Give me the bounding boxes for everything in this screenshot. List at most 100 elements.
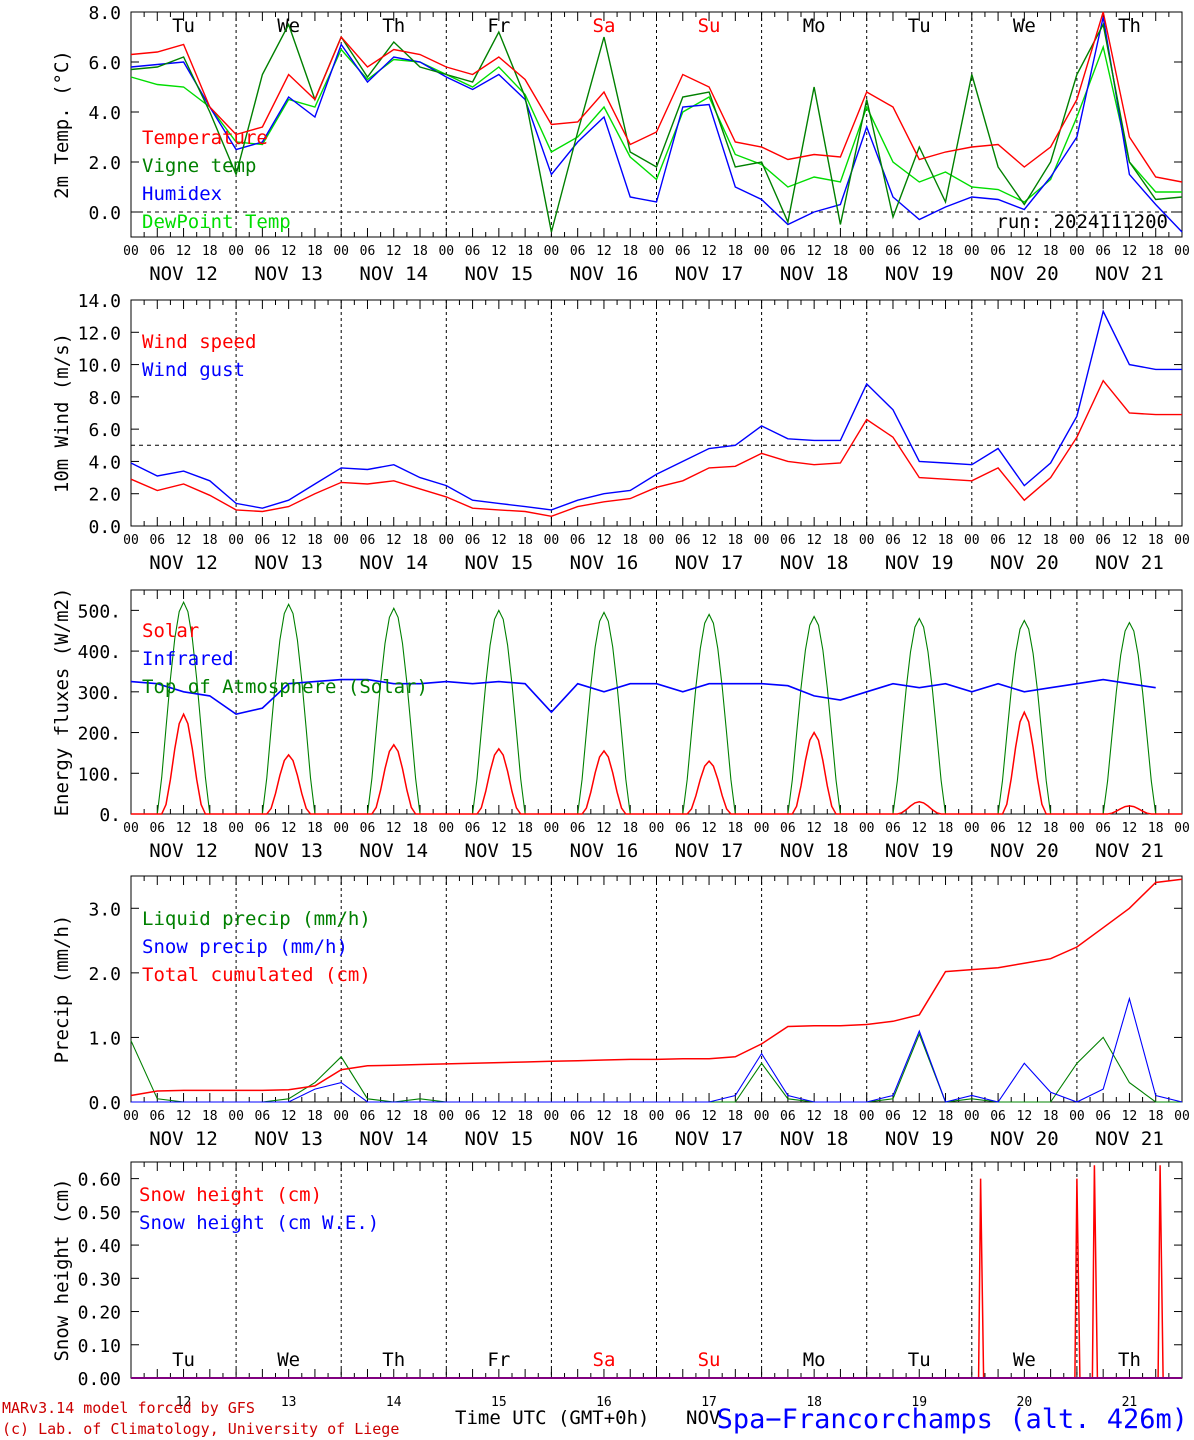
legend-entry: Top of Atmosphere (Solar) [142,676,428,698]
date-label: NOV 15 [465,263,534,285]
hour-tick-label: 12 [596,1109,612,1124]
hour-tick-label: 00 [964,533,980,548]
hour-tick-label: 06 [885,533,901,548]
date-label: NOV 14 [359,840,428,862]
hour-tick-label: 00 [438,533,454,548]
y-axis-label: Precip (mm/h) [51,915,73,1064]
legend-entry: Snow precip (mm/h) [142,936,348,958]
legend-entry: DewPoint Temp [142,211,291,233]
date-label: NOV 13 [254,552,323,574]
hour-tick-label: 18 [727,821,743,836]
y-tick-label: 10.0 [78,356,121,377]
hour-tick-label: 12 [176,1109,192,1124]
series-line [130,11,1183,183]
series-line [130,878,1183,1097]
hour-tick-label: 18 [938,244,954,259]
hour-tick-label: 18 [727,244,743,259]
y-tick-label: 0.0 [88,1093,121,1114]
day-name-label: Th [382,15,405,37]
hour-tick-label: 06 [885,821,901,836]
y-tick-label: 0.30 [78,1269,121,1290]
hour-tick-label: 06 [255,821,271,836]
hour-tick-label: 06 [990,244,1006,259]
y-tick-label: 400. [78,642,121,663]
series-line [131,710,1182,815]
date-label: NOV 17 [675,1128,744,1150]
hour-tick-label: 06 [255,1109,271,1124]
y-tick-label: 6.0 [88,420,121,441]
hour-tick-label: 12 [911,1109,927,1124]
day-name-label: Sa [593,15,616,37]
hour-tick-label: 18 [622,533,638,548]
hour-tick-label: 12 [701,821,717,836]
day-name-label: We [1013,1349,1036,1371]
hour-tick-label: 18 [517,821,533,836]
y-tick-label: 12.0 [78,323,121,344]
hour-tick-label: 12 [1017,821,1033,836]
y-tick-label: 3.0 [88,899,121,920]
day-number-label: 21 [1122,1395,1138,1410]
snow-spike [1157,1165,1164,1379]
y-tick-label: 0.60 [78,1170,121,1191]
hour-tick-label: 00 [859,1109,875,1124]
hour-tick-label: 06 [465,533,481,548]
hour-tick-label: 12 [281,1109,297,1124]
date-label: NOV 14 [359,263,428,285]
date-label: NOV 16 [570,263,639,285]
panel-3: 0. 100. 200. 300. 400. 500.Energy fluxes (W/m… [51,588,1183,826]
hour-tick-label: 18 [938,1109,954,1124]
hour-tick-label: 06 [675,821,691,836]
y-tick-label: 0.20 [78,1303,121,1324]
hour-tick-label: 18 [202,533,218,548]
day-name-label: Sa [593,1349,616,1371]
hour-tick-label: 12 [491,1109,507,1124]
y-axis-label: 10m Wind (m/s) [51,333,73,493]
series-line [130,379,1182,518]
hour-tick-label: 12 [596,821,612,836]
hour-tick-label: 06 [255,244,271,259]
hour-tick-label: 18 [1148,533,1164,548]
hour-tick-label: 06 [360,821,376,836]
date-label: NOV 16 [570,840,639,862]
date-label: NOV 19 [885,840,954,862]
hour-tick-label: 06 [149,244,165,259]
date-label: NOV 15 [465,840,534,862]
hour-tick-label: 00 [123,1109,139,1124]
hour-tick-label: 00 [544,244,560,259]
hour-tick-label: 00 [859,244,875,259]
y-tick-label: 0.50 [78,1203,121,1224]
hour-tick-label: 18 [1043,244,1059,259]
day-name-label: Tu [908,15,931,37]
hour-tick-label: 00 [1069,244,1085,259]
hour-tick-label: 00 [228,244,244,259]
hour-tick-label: 12 [701,1109,717,1124]
hour-axis-1: 00 06 12 18 00 06 12 18 00 06 12 18 00 06 12 18 00 06 12 18… [123,244,1190,285]
hour-tick-label: 18 [412,821,428,836]
hour-tick-label: 06 [149,533,165,548]
hour-tick-label: 06 [1095,244,1111,259]
hour-tick-label: 18 [833,244,849,259]
hour-tick-label: 12 [491,821,507,836]
hour-tick-label: 12 [911,533,927,548]
hour-tick-label: 18 [833,821,849,836]
hour-tick-label: 12 [806,1109,822,1124]
date-label: NOV 13 [254,263,323,285]
y-axis-label: 2m Temp. (°C) [51,50,73,199]
date-label: NOV 13 [254,840,323,862]
hour-axis-4: 00 06 12 18 00 06 12 18 00 06 12 18 00 06 12 18 00 06 12 18… [123,1109,1190,1150]
series-line [130,16,1183,233]
hour-tick-label: 00 [754,821,770,836]
hour-tick-label: 12 [701,533,717,548]
y-tick-label: 0.0 [88,203,121,224]
hour-tick-label: 00 [754,244,770,259]
hour-tick-label: 00 [649,821,665,836]
date-label: NOV 18 [780,263,849,285]
day-name-label: Mo [803,15,826,37]
hour-tick-label: 00 [438,1109,454,1124]
y-tick-label: 4.0 [88,103,121,124]
hour-tick-label: 00 [1069,533,1085,548]
hour-tick-label: 00 [228,533,244,548]
hour-tick-label: 00 [544,533,560,548]
